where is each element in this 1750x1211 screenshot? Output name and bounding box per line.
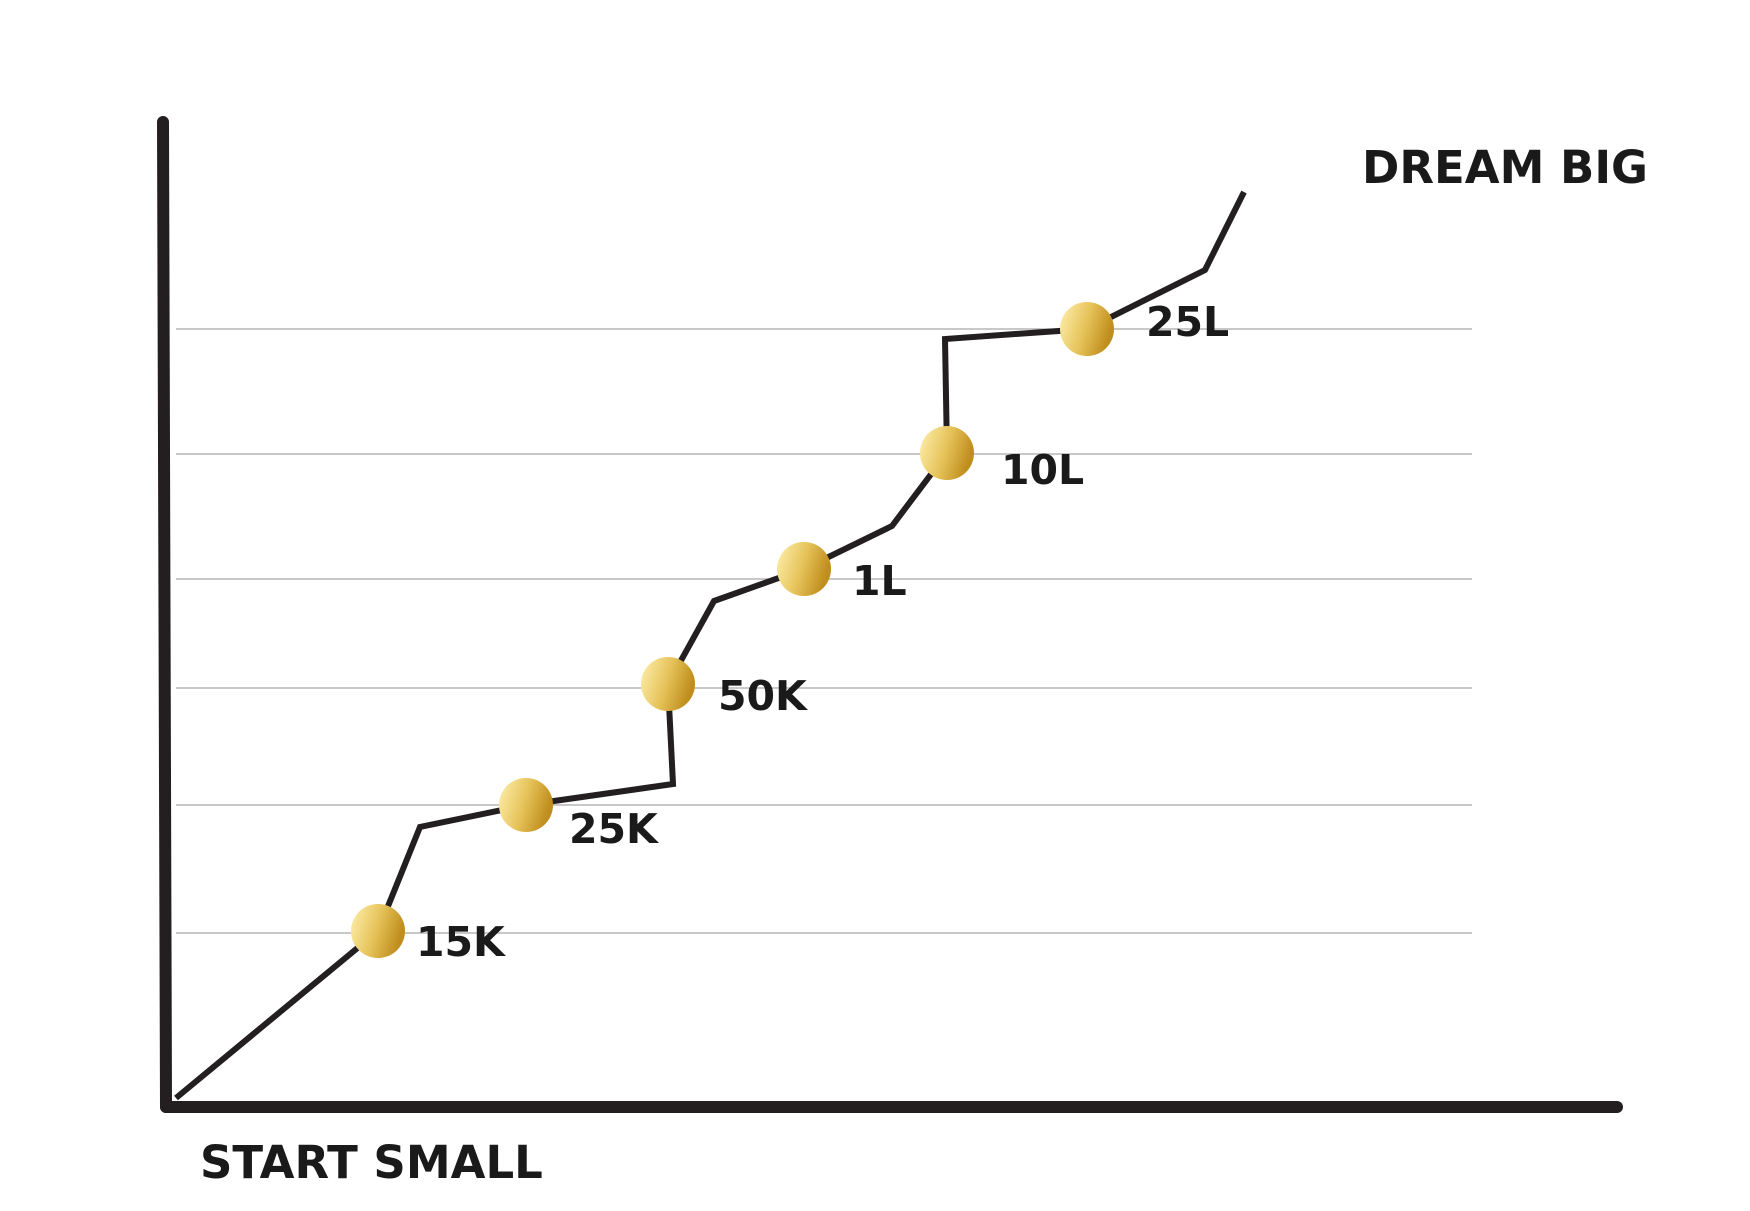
milestone-label-25l: 25L [1146, 298, 1229, 346]
start-small-label: START SMALL [200, 1136, 543, 1189]
dream-big-label: DREAM BIG [1362, 141, 1648, 194]
milestone-label-50k: 50K [718, 672, 809, 720]
gridlines [176, 328, 1472, 934]
milestone-marker-25l [1060, 302, 1114, 356]
milestone-label-10l: 10L [1001, 446, 1084, 494]
milestone-marker-10l [920, 426, 974, 480]
milestone-marker-1l [777, 542, 831, 596]
milestone-label-15k: 15K [416, 918, 507, 966]
y-axis [157, 116, 172, 1113]
milestone-label-25k: 25K [569, 805, 660, 853]
milestone-labels: 15K 25K 50K 1L 10L 25L [416, 298, 1229, 966]
milestone-markers [351, 302, 1114, 958]
milestone-marker-15k [351, 904, 405, 958]
milestone-marker-50k [641, 657, 695, 711]
milestone-marker-25k [499, 778, 553, 832]
milestone-label-1l: 1L [852, 557, 907, 605]
